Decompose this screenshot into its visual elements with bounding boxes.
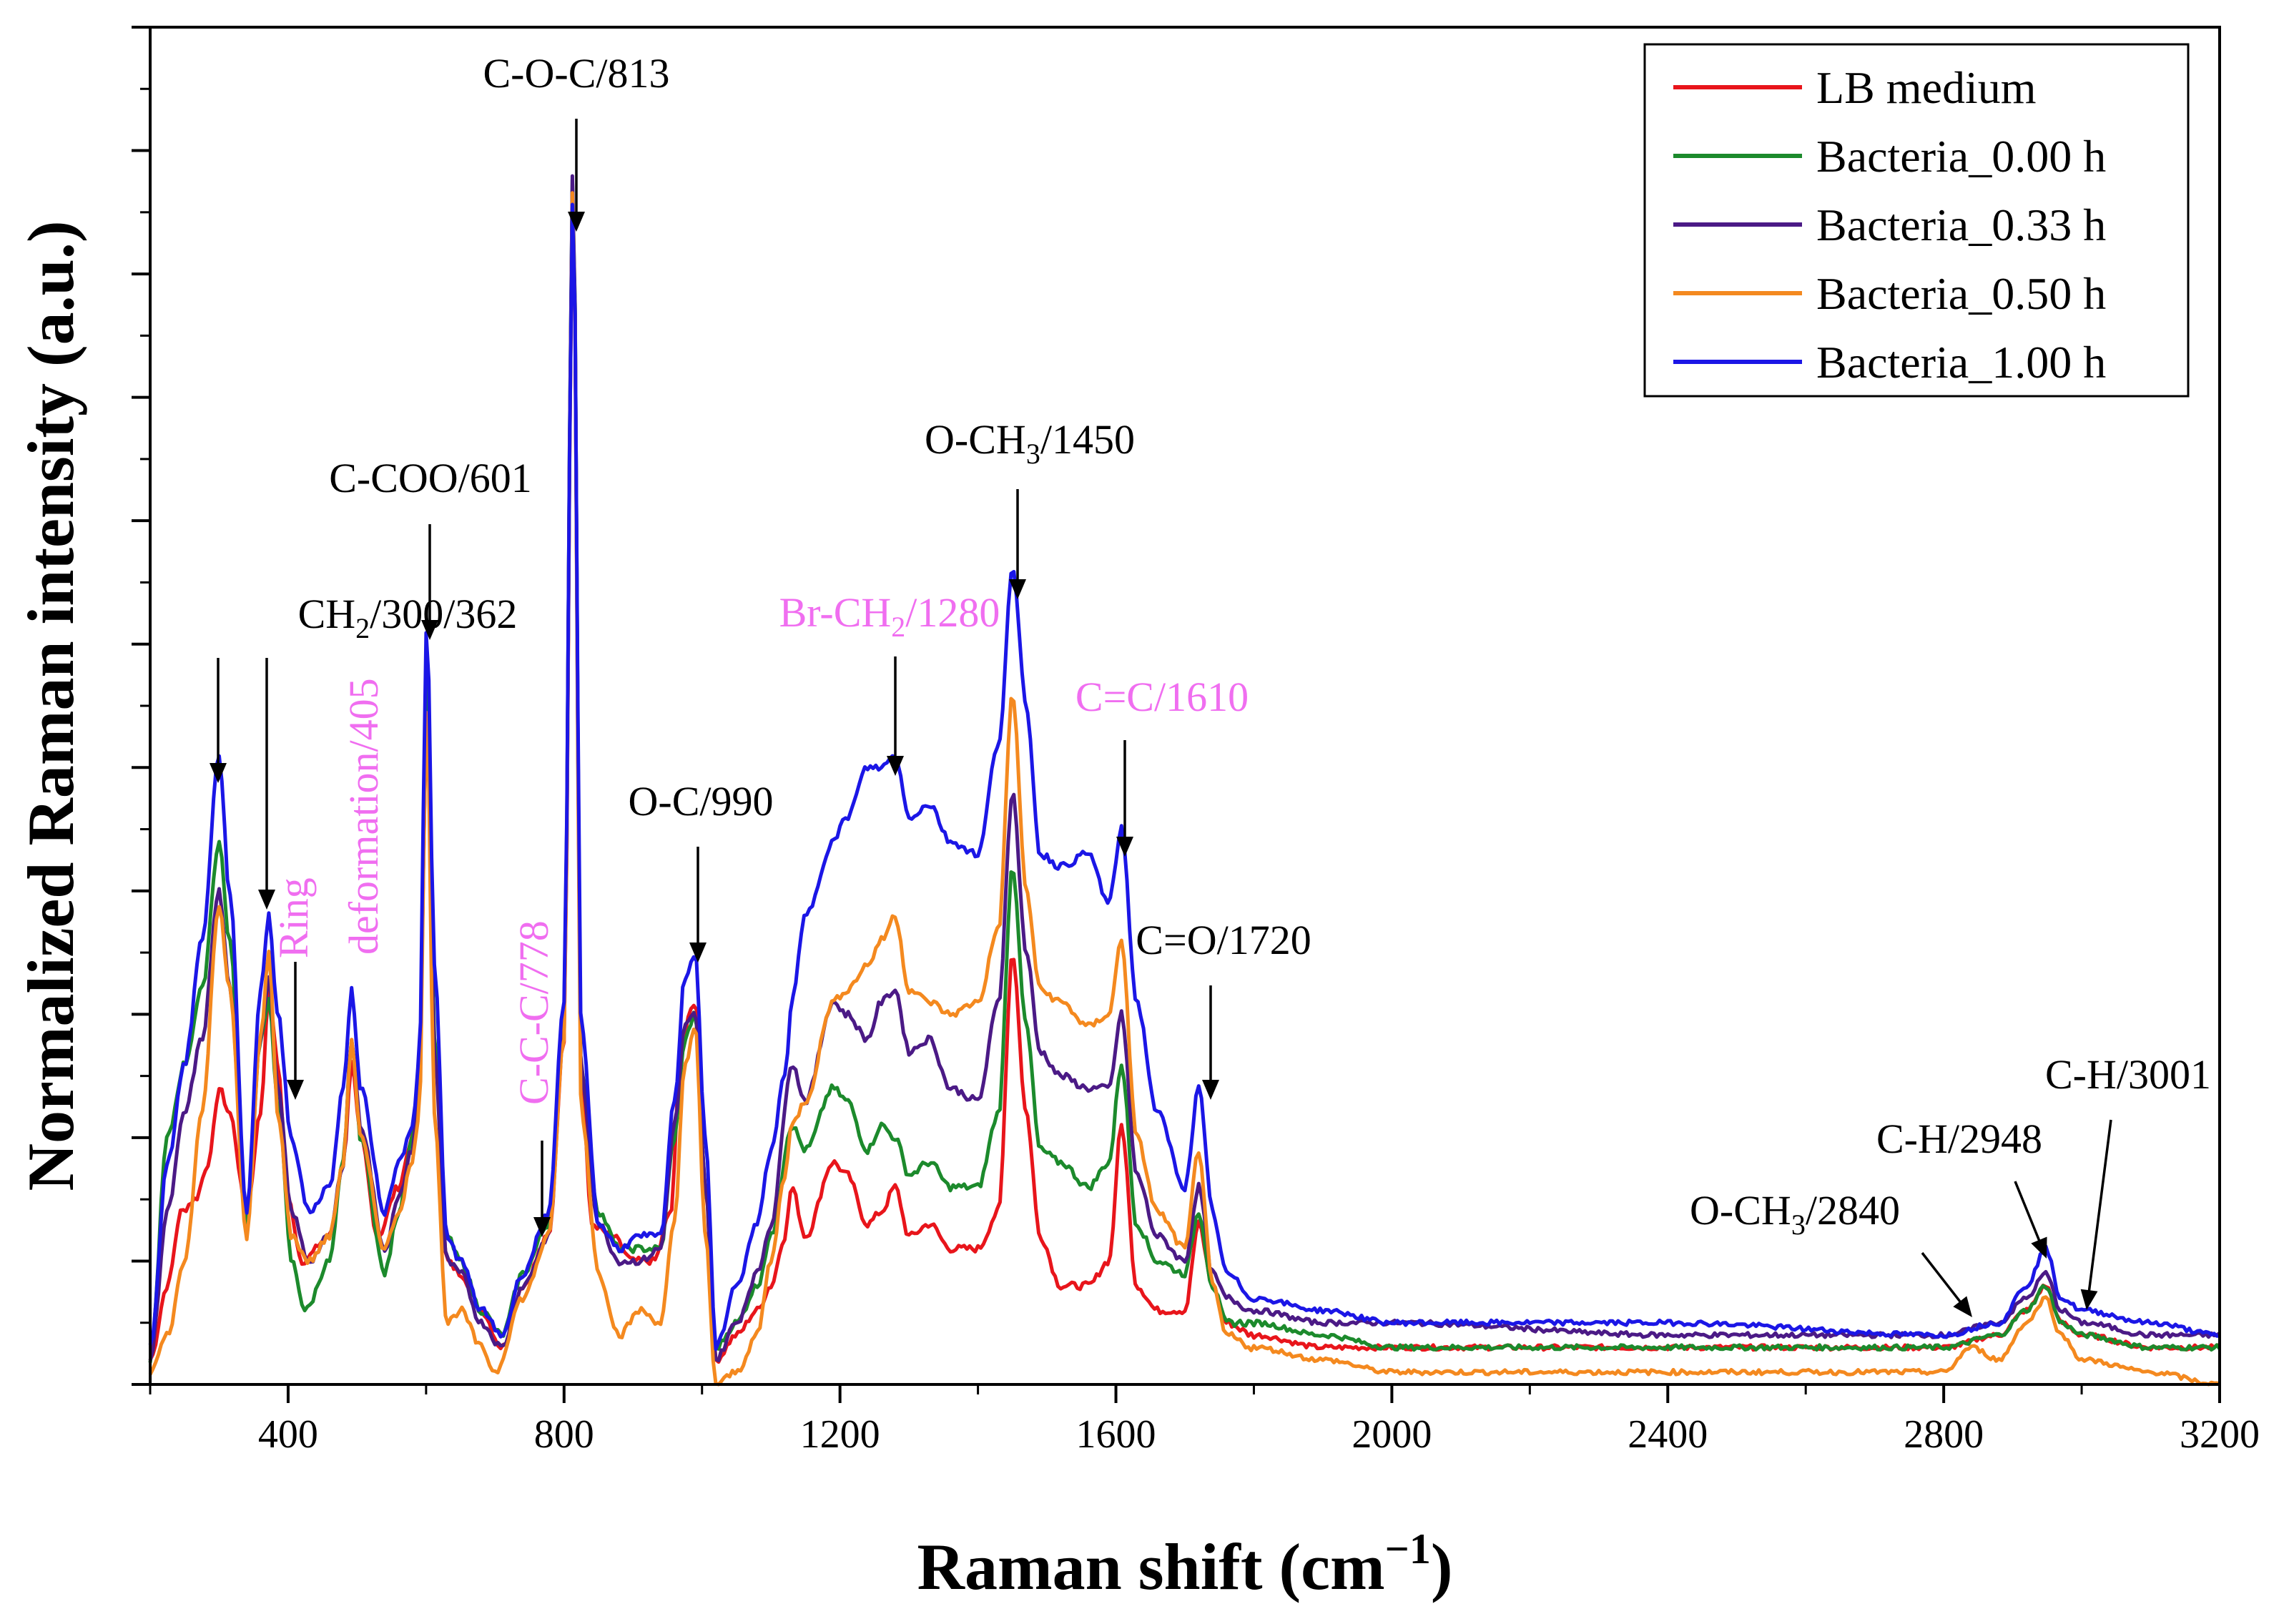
x-tick-label: 3200 xyxy=(2180,1412,2260,1457)
annotation-arrowhead xyxy=(421,620,438,640)
legend-label: Bacteria_0.33 h xyxy=(1816,200,2106,250)
annotation-label: O-CH3/1450 xyxy=(925,416,1135,470)
annotation-label: C-C-C/778 xyxy=(511,920,557,1105)
series-line-2 xyxy=(148,174,2221,1363)
annotation-arrowhead xyxy=(287,1080,304,1100)
annotation-arrowhead xyxy=(2080,1289,2098,1310)
annotation-arrowhead xyxy=(533,1217,551,1237)
annotation-label: deformation/405 xyxy=(340,678,387,955)
annotation-arrow xyxy=(2014,1181,2043,1246)
series-layer xyxy=(148,174,2222,1387)
legend-label: Bacteria_0.00 h xyxy=(1816,131,2106,182)
annotation-label: O-C/990 xyxy=(629,778,774,825)
annotation-arrow xyxy=(1921,1251,1965,1307)
x-tick-label: 2000 xyxy=(1352,1412,1432,1457)
x-tick-label: 400 xyxy=(258,1412,318,1457)
annotation-layer: CH2/300/362 Ring deformation/405 C-COO/601 C… xyxy=(210,50,2211,1317)
annotation-arrowhead xyxy=(887,756,904,776)
annotation-arrowhead xyxy=(1116,837,1133,857)
annotation-label: C-H/2948 xyxy=(1876,1116,2042,1162)
series-line-3 xyxy=(148,191,2220,1387)
annotation-label: C-H/3001 xyxy=(2045,1051,2211,1098)
series-line-4 xyxy=(148,202,2220,1352)
annotation-arrowhead xyxy=(689,943,707,963)
x-tick-label: 1200 xyxy=(800,1412,880,1457)
legend-box xyxy=(1643,43,2190,398)
annotation-label: Ring xyxy=(270,877,317,958)
x-tick-label: 1600 xyxy=(1076,1412,1156,1457)
annotation-label: O-CH3/2840 xyxy=(1690,1187,1900,1241)
annotation-arrowhead xyxy=(1202,1080,1219,1100)
annotation-label: C=O/1720 xyxy=(1136,917,1311,963)
x-tick-label: 800 xyxy=(534,1412,594,1457)
legend-label: LB medium xyxy=(1816,62,2037,113)
y-axis-label: Normalized Raman intensity (a.u.) xyxy=(14,221,87,1191)
annotation-arrowhead xyxy=(258,890,275,910)
annotation-arrowhead xyxy=(568,212,585,232)
x-axis-label: Raman shift (cm−1) xyxy=(917,1525,1453,1603)
x-tick-label: 2800 xyxy=(1904,1412,1984,1457)
annotation-label: C=C/1610 xyxy=(1075,674,1249,720)
annotation-arrowhead xyxy=(1953,1296,1972,1317)
legend: LB medium Bacteria_0.00 h Bacteria_0.33 h B… xyxy=(1643,43,2190,398)
annotation-arrowhead xyxy=(210,763,227,783)
axes-layer: 400 800 1200 1600 2000 2400 2800 3200 xyxy=(132,26,2260,1457)
x-tick-label: 2400 xyxy=(1628,1412,1708,1457)
legend-label: Bacteria_1.00 h xyxy=(1816,337,2106,388)
annotation-label: C-COO/601 xyxy=(329,455,532,501)
annotation-label: Br-CH2/1280 xyxy=(779,589,1000,643)
axis-labels: Raman shift (cm−1) Normalized Raman inten… xyxy=(14,221,1453,1603)
annotation-arrowhead xyxy=(1009,579,1026,599)
annotation-arrowhead xyxy=(2031,1236,2047,1259)
annotation-label: C-O-C/813 xyxy=(483,50,670,97)
annotation-arrow xyxy=(2087,1119,2112,1296)
legend-label: Bacteria_0.50 h xyxy=(1816,268,2106,319)
annotation-label: CH2/300/362 xyxy=(298,591,518,644)
